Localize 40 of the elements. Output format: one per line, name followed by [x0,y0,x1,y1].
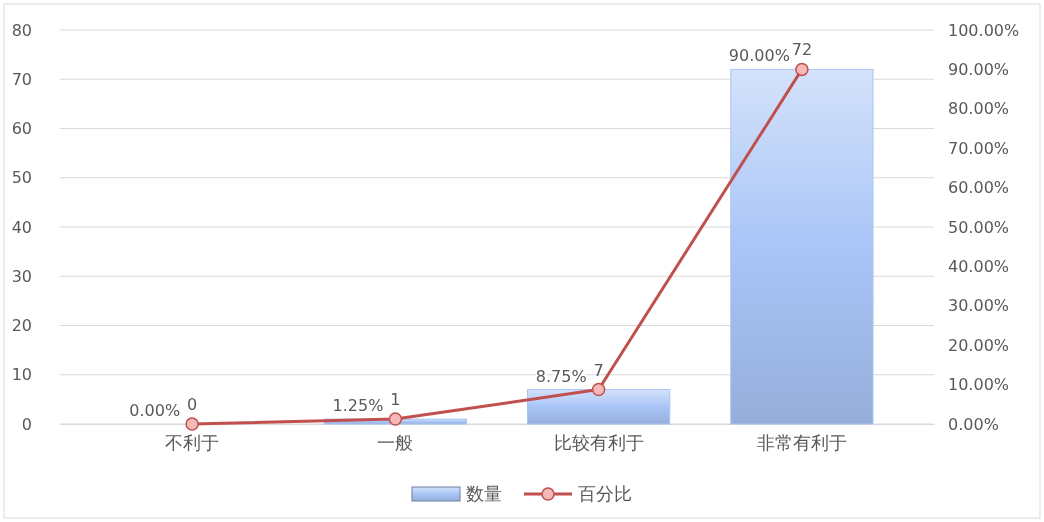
y-tick-label: 40 [11,217,32,237]
legend-label: 百分比 [578,483,632,504]
y-tick-label: 0 [21,414,32,434]
x-tick-label: 比较有利于 [553,431,644,453]
y2-tick-label: 100.00% [948,20,1020,40]
data-label: 72 [791,40,813,60]
y2-tick-label: 20.00% [948,335,1010,355]
x-tick-label: 一般 [377,431,414,453]
y-tick-label: 20 [11,316,32,336]
y-tick-label: 60 [11,119,32,139]
y2-tick-label: 90.00% [948,60,1010,80]
point [185,417,199,431]
y-tick-label: 10 [11,365,32,385]
data-label: 0 [187,395,198,414]
data-label: 1 [390,390,401,410]
data-label: 8.75% [535,366,587,386]
x-tick-label: 非常有利于 [756,431,847,453]
bar [526,389,671,425]
y2-tick-label: 70.00% [948,138,1010,158]
bar [730,68,874,425]
data-label: 1.25% [332,396,384,416]
data-label: 0.00% [129,401,181,420]
legend-label: 数量 [466,483,502,504]
point [591,382,606,397]
y-tick-label: 50 [11,168,32,188]
point [795,62,809,77]
point [388,412,403,426]
y2-tick-label: 60.00% [948,178,1010,198]
y2-tick-label: 50.00% [948,217,1010,237]
y2-tick-label: 0.00% [948,414,999,434]
x-tick-label: 不利于 [165,431,220,453]
y2-tick-label: 80.00% [948,99,1010,119]
y2-tick-label: 10.00% [948,375,1010,395]
y2-tick-label: 40.00% [948,257,1010,277]
data-label: 90.00% [728,46,790,66]
y-tick-label: 70 [11,69,32,89]
y2-tick-label: 30.00% [948,296,1010,316]
data-label: 7 [593,360,604,380]
y-tick-label: 80 [11,20,32,40]
y-tick-label: 30 [11,266,32,286]
